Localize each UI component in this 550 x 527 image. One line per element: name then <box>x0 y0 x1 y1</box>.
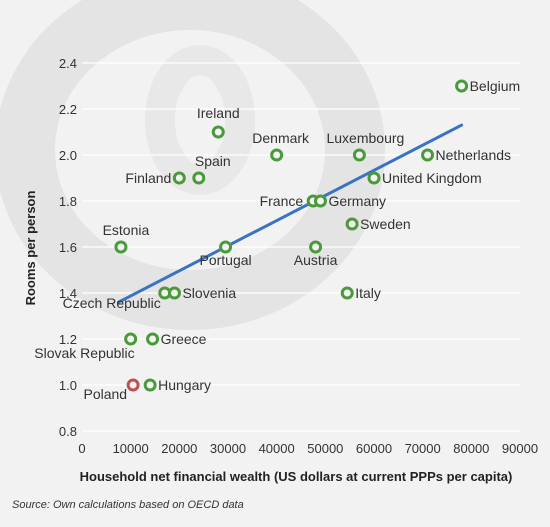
point-label: France <box>260 193 304 209</box>
x-axis-title: Household net financial wealth (US dolla… <box>80 469 513 484</box>
y-tick-label: 1.8 <box>59 194 77 209</box>
x-tick-label: 30000 <box>210 441 246 456</box>
point-label: Spain <box>195 153 231 169</box>
data-point <box>352 148 366 162</box>
y-tick-label: 2.4 <box>59 56 77 71</box>
point-label: Ireland <box>197 105 240 121</box>
source-note: Source: Own calculations based on OECD d… <box>12 499 244 511</box>
point-label: Belgium <box>470 78 521 94</box>
point-label: Estonia <box>103 222 150 238</box>
point-label: Poland <box>84 386 128 402</box>
data-point <box>340 286 354 300</box>
y-tick-label: 1.0 <box>59 378 77 393</box>
x-tick-label: 10000 <box>113 441 149 456</box>
data-point <box>114 240 128 254</box>
y-tick-label: 2.0 <box>59 148 77 163</box>
x-tick-label: 50000 <box>307 441 343 456</box>
point-label: Denmark <box>252 130 310 146</box>
x-tick-label: 60000 <box>356 441 392 456</box>
data-point <box>421 148 435 162</box>
x-tick-label: 20000 <box>161 441 197 456</box>
y-axis-title: Rooms per person <box>23 191 38 306</box>
data-point <box>345 217 359 231</box>
data-points <box>114 79 469 392</box>
y-tick-label: 0.8 <box>59 424 77 439</box>
data-point <box>219 240 233 254</box>
y-tick-label: 1.2 <box>59 332 77 347</box>
point-label: Slovenia <box>182 285 236 301</box>
data-point <box>270 148 284 162</box>
data-point <box>167 286 181 300</box>
point-label: Greece <box>161 331 207 347</box>
x-tick-label: 0 <box>78 441 85 456</box>
y-axis-ticks: 0.8 1.0 1.2 1.4 1.6 1.8 2.0 2.2 2.4 <box>59 56 77 439</box>
point-label: United Kingdom <box>382 170 482 186</box>
point-label: Czech Republic <box>63 295 161 311</box>
y-tick-label: 2.2 <box>59 102 77 117</box>
point-label: Portugal <box>199 252 251 268</box>
x-tick-label: 40000 <box>259 441 295 456</box>
point-label: Slovak Republic <box>34 345 134 361</box>
x-tick-label: 80000 <box>453 441 489 456</box>
data-point <box>455 79 469 93</box>
point-label: Germany <box>328 193 386 209</box>
point-label: Hungary <box>158 377 211 393</box>
point-label: Netherlands <box>436 147 512 163</box>
data-point <box>172 171 186 185</box>
y-tick-label: 1.6 <box>59 240 77 255</box>
data-point <box>211 125 225 139</box>
y-tick-label: 1.4 <box>59 286 77 301</box>
x-tick-label: 90000 <box>502 441 538 456</box>
point-label: Austria <box>294 252 338 268</box>
data-point <box>126 378 140 392</box>
data-point <box>146 332 160 346</box>
point-label: Finland <box>125 170 171 186</box>
data-point <box>192 171 206 185</box>
trendline <box>117 123 464 304</box>
x-axis-ticks: 0 10000 20000 30000 40000 50000 60000 70000 8000… <box>78 441 538 456</box>
data-point <box>367 171 381 185</box>
data-point <box>124 332 138 346</box>
point-labels: Belgium Ireland Denmark Luxembourg Netherlan… <box>34 78 520 402</box>
data-point <box>143 378 157 392</box>
x-tick-label: 70000 <box>405 441 441 456</box>
point-label: Luxembourg <box>326 130 404 146</box>
data-point <box>309 240 323 254</box>
point-label: Italy <box>355 285 381 301</box>
trendline-layer <box>117 123 464 304</box>
point-label: Sweden <box>360 216 411 232</box>
data-point <box>313 194 327 208</box>
